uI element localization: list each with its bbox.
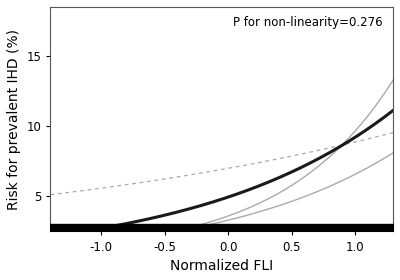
Text: P for non-linearity=0.276: P for non-linearity=0.276 — [233, 16, 383, 29]
Y-axis label: Risk for prevalent IHD (%): Risk for prevalent IHD (%) — [7, 29, 21, 210]
X-axis label: Normalized FLI: Normalized FLI — [170, 259, 273, 273]
